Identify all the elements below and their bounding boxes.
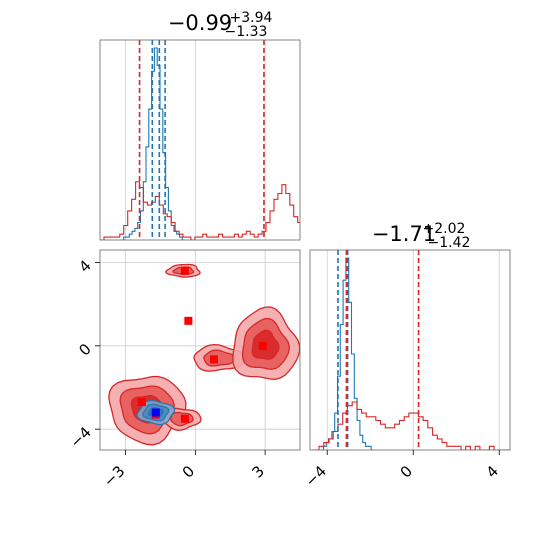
joint-red-mode-marker	[180, 266, 189, 275]
joint-frame	[99, 249, 301, 451]
marginal-x-title: −0.99	[168, 11, 232, 35]
marginal-y-grid	[326, 250, 500, 450]
marginal-x-quantile-lines	[138, 40, 265, 240]
joint-red-mode-marker	[258, 341, 267, 350]
joint-panel: −3 0 3 −4 0 4	[66, 249, 301, 491]
marginal-y-title: −1.71	[372, 222, 436, 246]
joint-contours	[108, 263, 300, 446]
marginal-x-histograms	[100, 47, 300, 240]
joint-red-mode-marker	[180, 414, 189, 423]
marginal-x-frame	[99, 39, 301, 241]
joint-ytick-label: −4	[66, 423, 94, 451]
marginal-x-histogram-series-0	[120, 47, 186, 240]
marginal-y-quantile-lines	[337, 250, 420, 450]
marginal-y-histograms	[314, 257, 510, 450]
joint-blue-mode-marker	[151, 408, 160, 417]
marginal-x-title-lower: −1.33	[225, 24, 268, 40]
marginal-y-ticks: −4 0 4	[302, 450, 502, 490]
joint-red-mode-marker	[184, 316, 193, 325]
joint-xtick-label: 3	[248, 462, 267, 481]
joint-red-mode-marker	[209, 355, 218, 364]
joint-xtick-label: −3	[100, 462, 128, 490]
marginal-y-title-lower: −1.42	[428, 235, 471, 251]
joint-ytick-label: 0	[75, 340, 94, 359]
marginal-y-xtick-label: −4	[302, 462, 330, 490]
joint-red-mode-marker	[137, 398, 146, 407]
joint-xtick-label: 0	[179, 462, 198, 481]
marginal-y-histogram-series-1	[314, 401, 510, 450]
joint-modes	[137, 266, 267, 423]
marginal-x-title-upper: +3.94	[230, 10, 273, 26]
marginal-y-frame	[309, 249, 511, 451]
marginal-x-grid	[125, 40, 266, 240]
marginal-y-title-upper: +2.02	[423, 221, 466, 237]
marginal-y-panel: −4 0 4 −1.71 +2.02 −1.42	[302, 221, 511, 490]
marginal-x-panel: −0.99 +3.94 −1.33	[99, 10, 301, 241]
joint-ticks: −3 0 3 −4 0 4	[66, 257, 267, 491]
marginal-y-xtick-label: 0	[397, 462, 416, 481]
marginal-y-xtick-label: 4	[483, 462, 502, 481]
joint-ytick-label: 4	[75, 257, 94, 276]
